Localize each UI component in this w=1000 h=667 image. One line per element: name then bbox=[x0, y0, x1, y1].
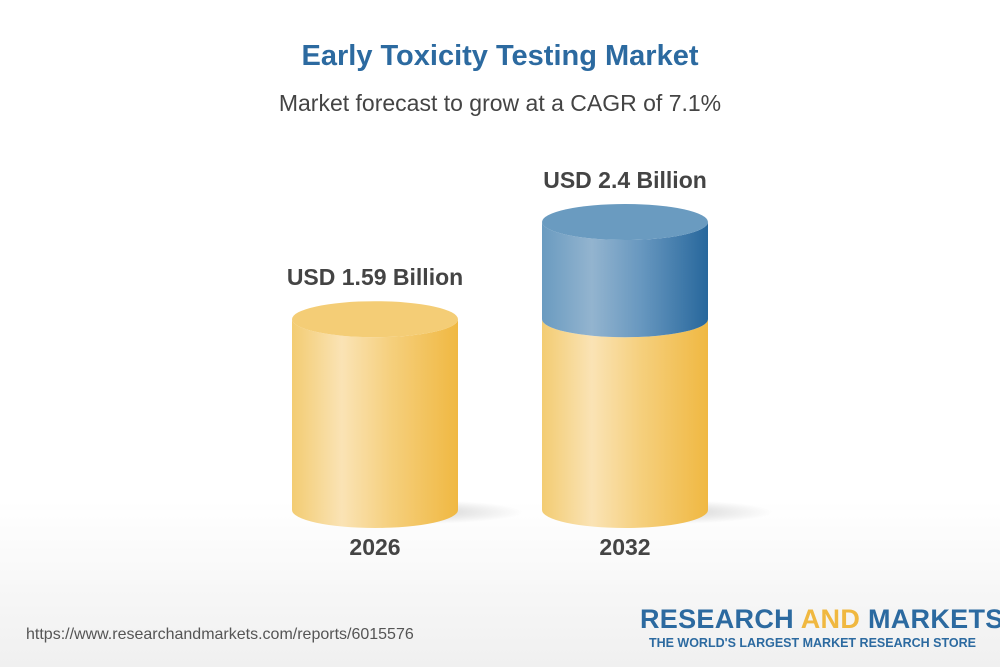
data-label-2032: USD 2.4 Billion bbox=[543, 167, 707, 193]
source-url[interactable]: https://www.researchandmarkets.com/repor… bbox=[26, 626, 414, 643]
brand-logo: RESEARCH AND MARKETS THE WORLD'S LARGEST… bbox=[640, 604, 1000, 650]
bar-2026-base bbox=[292, 319, 458, 528]
category-label-2032: 2032 bbox=[599, 534, 650, 560]
bar-2032-top bbox=[542, 204, 708, 240]
data-label-2026: USD 1.59 Billion bbox=[287, 264, 463, 290]
category-label-2026: 2026 bbox=[349, 534, 400, 560]
chart-title: Early Toxicity Testing Market bbox=[301, 40, 699, 72]
bar-2026-top bbox=[292, 301, 458, 338]
bar-2032-base bbox=[542, 319, 708, 528]
chart-subtitle: Market forecast to grow at a CAGR of 7.1… bbox=[278, 90, 722, 116]
bar-2032-growth bbox=[542, 222, 708, 338]
